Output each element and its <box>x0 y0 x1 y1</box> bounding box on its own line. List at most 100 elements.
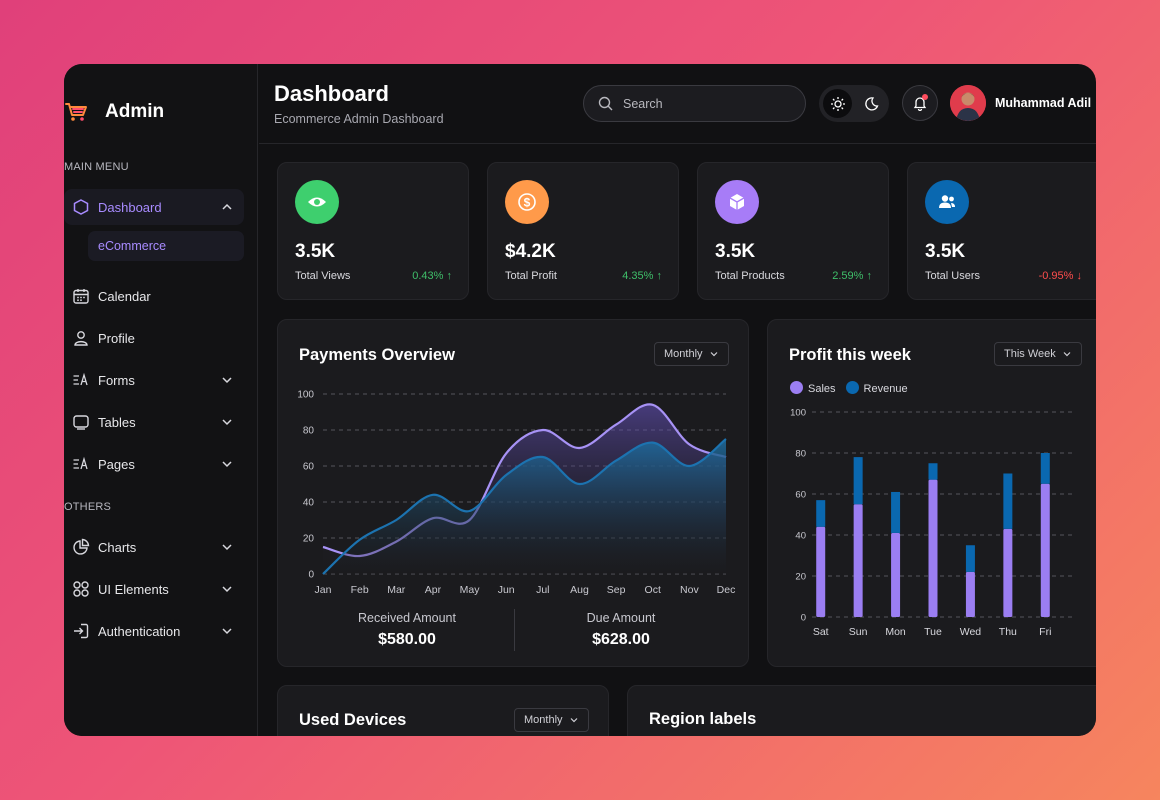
stat-change: 4.35% ↑ <box>622 270 662 282</box>
legend-revenue[interactable]: Revenue <box>845 381 908 395</box>
chevron-up-icon <box>222 203 232 210</box>
dropdown-label: This Week <box>1004 348 1056 360</box>
pages-icon <box>72 455 90 473</box>
stat-change: 0.43% ↑ <box>412 270 452 282</box>
due-amount-value: $628.00 <box>592 631 650 648</box>
app-title: Admin <box>105 101 165 122</box>
stat-label: Total Profit <box>505 270 557 282</box>
sidebar-item-label: Dashboard <box>98 199 162 215</box>
stat-value: 3.5K <box>715 241 756 262</box>
x-tick-label: Mon <box>885 626 906 638</box>
y-tick-label: 60 <box>795 490 806 501</box>
notification-dot <box>922 94 928 100</box>
x-tick-label: Jan <box>315 584 332 596</box>
x-tick-label: Wed <box>960 626 982 638</box>
theme-toggle[interactable] <box>819 85 889 122</box>
stat-value: 3.5K <box>295 241 336 262</box>
sidebar-item-charts[interactable]: Charts <box>64 529 244 565</box>
legend-swatch <box>845 381 859 394</box>
x-tick-label: Nov <box>680 584 699 596</box>
devices-period-dropdown[interactable]: Monthly <box>514 708 589 732</box>
bar-revenue <box>853 457 863 505</box>
sun-icon[interactable] <box>823 89 852 118</box>
bar-sales <box>1003 528 1013 617</box>
used-devices-card: Used Devices Monthly <box>277 685 609 736</box>
sidebar-item-forms[interactable]: Forms <box>64 362 244 398</box>
calendar-icon <box>72 287 90 305</box>
table-icon <box>72 413 90 431</box>
profit-bar-chart: 0 20 40 60 80 100 Sat Sun Mon Tue Wed Thu Fri <box>790 408 1074 638</box>
search-icon <box>598 96 613 111</box>
stat-card-profit: $ $4.2K Total Profit 4.35% ↑ <box>487 162 679 300</box>
user-name: Muhammad Adil <box>995 96 1092 110</box>
chevron-down-icon <box>710 352 717 357</box>
hexagon-icon <box>72 198 90 216</box>
search-bar[interactable] <box>583 85 806 122</box>
legend-sales[interactable]: Sales <box>790 381 836 395</box>
x-tick-label: Mar <box>387 584 406 596</box>
chevron-down-icon <box>222 586 232 593</box>
received-amount-label: Received Amount <box>358 611 456 625</box>
dropdown-label: Monthly <box>664 348 703 360</box>
x-tick-label: Jun <box>498 584 515 596</box>
arrow-up-icon: ↑ <box>446 270 453 282</box>
sidebar-item-label: Calendar <box>98 288 151 304</box>
stat-label: Total Views <box>295 270 351 282</box>
bar-revenue <box>1003 473 1013 529</box>
sidebar-item-label: UI Elements <box>98 581 169 597</box>
received-amount-value: $580.00 <box>378 631 436 648</box>
search-input[interactable] <box>623 96 783 111</box>
y-tick-label: 40 <box>303 498 315 509</box>
sidebar-item-dashboard[interactable]: Dashboard <box>64 189 244 225</box>
x-tick-label: Oct <box>645 584 661 596</box>
chevron-down-icon <box>222 544 232 551</box>
y-tick-label: 60 <box>303 462 315 473</box>
sidebar-subitem-ecommerce[interactable]: eCommerce <box>88 231 244 261</box>
card-title: Payments Overview <box>299 346 455 364</box>
arrow-up-icon: ↑ <box>866 270 873 282</box>
x-tick-label: Jul <box>536 584 549 596</box>
sidebar-item-profile[interactable]: Profile <box>64 320 244 356</box>
x-tick-label: Fri <box>1039 626 1051 638</box>
others-label: OTHERS <box>64 501 112 513</box>
stat-label: Total Products <box>715 270 785 282</box>
dollar-icon: $ <box>505 180 549 224</box>
sidebar-item-label: Profile <box>98 330 135 346</box>
chart-legend: Sales Revenue <box>790 381 908 395</box>
series-area <box>323 439 726 574</box>
region-labels-card: Region labels <box>627 685 1096 736</box>
brand[interactable]: Admin <box>64 98 164 126</box>
series-line <box>322 438 727 575</box>
x-tick-label: Tue <box>924 626 942 638</box>
bar-sales <box>928 479 938 617</box>
chevron-down-icon <box>570 718 577 723</box>
sidebar-item-label: Pages <box>98 456 135 472</box>
payments-period-dropdown[interactable]: Monthly <box>654 342 729 366</box>
profit-period-dropdown[interactable]: This Week <box>994 342 1082 366</box>
divider <box>514 609 515 651</box>
sidebar-item-pages[interactable]: Pages <box>64 446 244 482</box>
sidebar-item-label: Authentication <box>98 623 181 639</box>
chevron-down-icon <box>222 461 232 468</box>
page-title: Dashboard <box>274 81 389 106</box>
sidebar-item-ui-elements[interactable]: UI Elements <box>64 571 244 607</box>
notification-button[interactable] <box>902 85 938 121</box>
sidebar-item-label: Forms <box>98 372 135 388</box>
bar-revenue <box>1040 453 1050 484</box>
pie-chart-icon <box>72 538 90 556</box>
user-menu[interactable]: Muhammad Adil <box>950 85 1096 121</box>
bar-revenue <box>816 500 826 527</box>
bar-sales <box>965 571 975 617</box>
sidebar-item-calendar[interactable]: Calendar <box>64 278 244 314</box>
sidebar-item-tables[interactable]: Tables <box>64 404 244 440</box>
user-icon <box>72 329 90 347</box>
moon-icon[interactable] <box>856 89 885 118</box>
svg-text:$: $ <box>524 196 531 210</box>
login-icon <box>72 622 90 640</box>
grid-icon <box>72 580 90 598</box>
box-icon <box>715 180 759 224</box>
main-menu-label: MAIN MENU <box>64 161 129 173</box>
sidebar-item-authentication[interactable]: Authentication <box>64 613 244 649</box>
bar-sales <box>853 504 863 617</box>
bar-revenue <box>928 463 938 480</box>
